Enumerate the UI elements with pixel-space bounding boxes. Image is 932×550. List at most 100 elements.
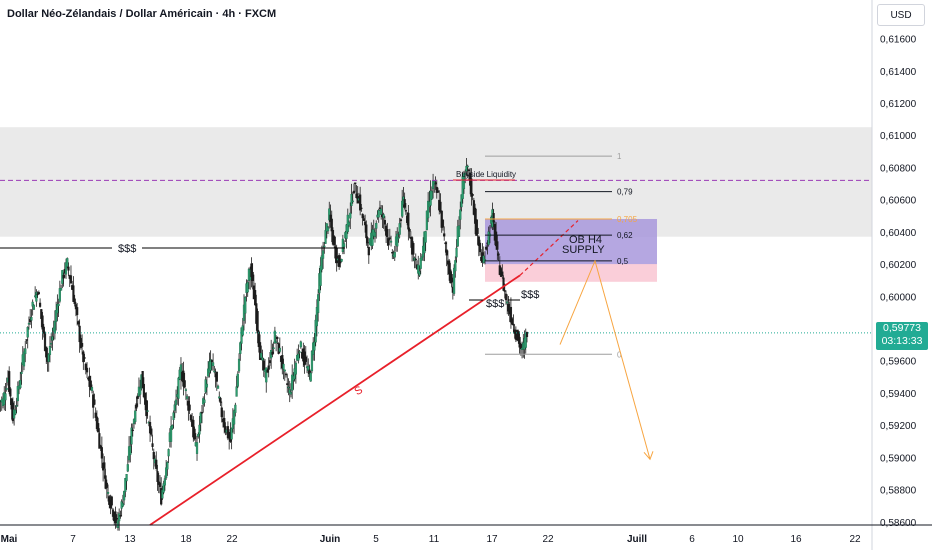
price-axis[interactable]: 0,61600 0,61400 0,61200 0,61000 0,60800 0,606… xyxy=(880,35,917,529)
candle-body xyxy=(66,258,69,267)
candle-body xyxy=(273,330,276,344)
candle-body xyxy=(452,267,456,294)
candle-body xyxy=(414,258,417,261)
candle-body xyxy=(268,360,272,364)
fib-label: 0,705 xyxy=(617,215,638,224)
candle-body xyxy=(173,404,176,411)
candle-body xyxy=(309,372,312,382)
candle-body xyxy=(116,520,120,529)
candle-body xyxy=(62,274,65,279)
candle-body xyxy=(436,190,440,193)
candle-body xyxy=(466,165,469,168)
candle-body xyxy=(235,386,238,397)
time-tick-label: 22 xyxy=(542,534,554,545)
candle-body xyxy=(283,369,286,372)
candle-body xyxy=(82,351,85,363)
candle-body xyxy=(404,210,407,212)
candle-body xyxy=(118,513,121,522)
candle-body xyxy=(31,301,34,307)
candle-body xyxy=(507,303,510,312)
candle-body xyxy=(289,391,293,395)
candle-body xyxy=(362,218,365,221)
time-tick-label: Juin xyxy=(320,534,341,545)
candle-body xyxy=(399,219,403,222)
candle-body xyxy=(419,257,422,269)
candle-body xyxy=(387,238,390,246)
candle-body xyxy=(123,490,126,501)
candle-body xyxy=(41,315,44,330)
time-tick-label: Juill xyxy=(627,534,647,545)
candle-body xyxy=(299,341,302,348)
candle-body xyxy=(267,365,270,370)
time-tick-label: 22 xyxy=(226,534,238,545)
candle-body xyxy=(236,373,239,387)
candle-body xyxy=(5,388,8,390)
bar-countdown: 03:13:33 xyxy=(881,335,923,347)
candle-body xyxy=(367,247,370,256)
candle-body xyxy=(219,397,222,403)
candle-body xyxy=(136,395,139,399)
candle-body xyxy=(90,387,94,391)
candle-body xyxy=(330,218,333,232)
candle-body xyxy=(146,410,149,412)
price-tick-label: 0,58600 xyxy=(880,518,917,529)
candle-body xyxy=(100,447,103,459)
price-tick-label: 0,59600 xyxy=(880,357,917,368)
candle-body xyxy=(459,209,462,220)
candle-body xyxy=(183,380,186,388)
candle-body xyxy=(454,260,457,272)
time-axis[interactable]: Mai 7 13 18 22 Juin 5 11 17 22 Juill 6 10 16 22 xyxy=(1,534,861,545)
candle-body xyxy=(174,399,178,406)
candle-body xyxy=(349,212,352,219)
candle-body xyxy=(347,221,351,226)
candle-body xyxy=(509,306,513,323)
candle-body xyxy=(230,427,233,440)
candle-body xyxy=(383,220,386,225)
candle-body xyxy=(20,371,23,375)
candle-body xyxy=(319,265,322,286)
candle-body xyxy=(335,248,338,264)
price-tick-label: 0,59200 xyxy=(880,421,917,432)
candle-body xyxy=(151,443,154,447)
candle-body xyxy=(53,321,57,334)
candle-body xyxy=(189,415,192,421)
candle-body xyxy=(114,511,117,524)
candle-body xyxy=(97,423,100,433)
candle-body xyxy=(193,428,196,440)
candle-body xyxy=(216,385,220,389)
candle-body xyxy=(27,322,31,325)
time-tick-label: 17 xyxy=(486,534,498,545)
candle-body xyxy=(177,377,180,399)
candle-body xyxy=(403,199,406,208)
candle-body xyxy=(342,243,346,248)
candle-body xyxy=(131,429,134,432)
candle-body xyxy=(440,210,443,228)
price-tick-label: 0,60400 xyxy=(880,228,917,239)
candle-body xyxy=(78,325,81,343)
candle-body xyxy=(246,282,249,293)
candle-body xyxy=(502,277,505,291)
candle-body xyxy=(504,293,508,301)
fib-label: 0 xyxy=(617,350,622,359)
candle-body xyxy=(297,353,300,361)
candle-body xyxy=(260,352,263,358)
candle-body xyxy=(251,271,254,281)
candle-body xyxy=(391,252,394,254)
candle-body xyxy=(455,247,458,258)
candle-body xyxy=(397,237,400,239)
candle-body xyxy=(382,214,385,218)
candle-body xyxy=(73,298,76,305)
candles-group xyxy=(0,158,529,531)
candle-body xyxy=(32,304,35,310)
candle-body xyxy=(294,362,297,375)
trend-label: S xyxy=(353,384,365,398)
candle-body xyxy=(317,294,320,314)
candle-body xyxy=(271,351,274,355)
candle-body xyxy=(4,393,7,401)
fib-label: 0,5 xyxy=(617,257,629,266)
currency-button[interactable]: USD xyxy=(877,4,925,26)
candle-body xyxy=(377,209,380,218)
candle-body xyxy=(223,418,226,428)
liquidity-label-left: $$$ xyxy=(118,243,136,255)
